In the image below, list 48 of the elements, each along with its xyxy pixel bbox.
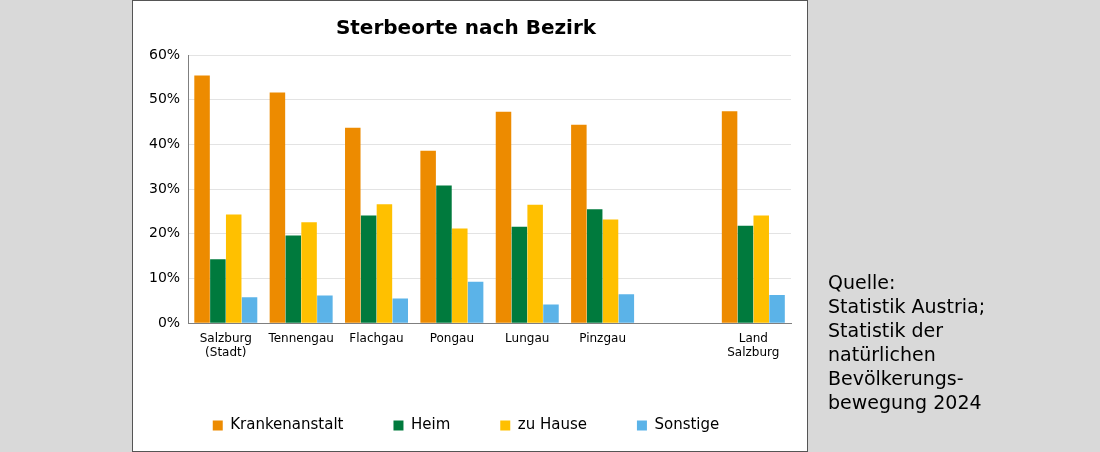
bar <box>210 259 226 323</box>
x-tick-label: Lungau <box>505 330 550 345</box>
bar <box>571 124 587 323</box>
source-note: Quelle: Statistik Austria; Statistik der natürlichen Bevölkerungs- bewegung 2024 <box>828 270 987 414</box>
y-tick-label: 10% <box>148 269 181 286</box>
x-tick-label: Land Salzburg <box>727 330 780 359</box>
x-tick-label: Flachgau <box>349 330 404 345</box>
bar <box>436 185 452 323</box>
y-tick-label: 30% <box>148 179 181 196</box>
bar <box>241 297 258 323</box>
y-tick-label: 20% <box>148 224 181 241</box>
bar <box>269 92 286 323</box>
x-tick-label: Salzburg (Stadt) <box>199 330 252 359</box>
bar <box>452 228 468 323</box>
legend-label: Sonstige <box>654 415 720 434</box>
bar <box>301 222 317 323</box>
y-tick-label: 60% <box>148 45 181 62</box>
legend-label: Krankenanstalt <box>230 415 344 434</box>
bar <box>285 235 301 323</box>
y-tick-label: 0% <box>157 313 181 330</box>
bar <box>602 219 619 323</box>
bar <box>194 75 210 323</box>
legend-label: zu Hause <box>517 415 587 434</box>
bar <box>511 226 528 323</box>
bar <box>753 215 769 323</box>
bar <box>586 209 603 323</box>
y-tick-label: 40% <box>148 135 181 152</box>
bar <box>527 204 543 323</box>
bar <box>543 304 559 323</box>
bar <box>392 298 409 323</box>
bar <box>420 150 436 323</box>
bar <box>769 295 785 323</box>
bar <box>360 215 377 323</box>
bar <box>376 204 393 323</box>
x-tick-label: Tennengau <box>267 330 334 345</box>
bar <box>495 111 512 323</box>
chart-title: Sterbeorte nach Bezirk <box>335 15 597 40</box>
x-tick-label: Pongau <box>429 330 475 345</box>
bar <box>737 225 754 323</box>
bar <box>618 294 635 323</box>
bar <box>317 295 333 323</box>
bar <box>721 111 738 323</box>
bar <box>345 127 361 323</box>
bar <box>225 214 242 323</box>
legend-label: Heim <box>410 415 451 434</box>
x-tick-label: Pinzgau <box>579 330 626 345</box>
bar <box>467 281 484 323</box>
y-tick-label: 50% <box>148 90 181 107</box>
